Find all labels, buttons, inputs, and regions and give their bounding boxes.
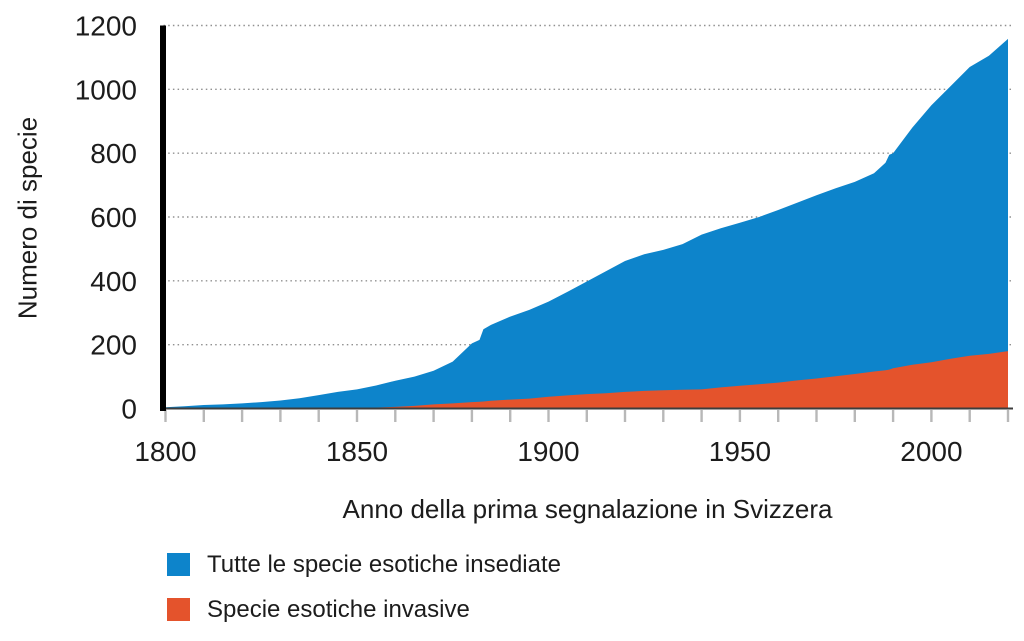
y-tick-label-0: 0 xyxy=(121,394,137,425)
legend-swatch-invasive-icon xyxy=(167,598,190,621)
x-tick-label-1950: 1950 xyxy=(709,436,771,467)
area-invasive xyxy=(165,351,1008,409)
x-tick-label-1850: 1850 xyxy=(326,436,388,467)
x-tick-label-2000: 2000 xyxy=(900,436,962,467)
y-tick-label-600: 600 xyxy=(90,202,137,233)
legend: Tutte le specie esotiche insediate Speci… xyxy=(167,550,561,641)
x-tick-label-1900: 1900 xyxy=(517,436,579,467)
x-tick-label-1800: 1800 xyxy=(134,436,196,467)
y-tick-label-1200: 1200 xyxy=(75,11,137,42)
area-established xyxy=(165,38,1008,409)
legend-item-established: Tutte le specie esotiche insediate xyxy=(167,550,561,578)
y-tick-label-800: 800 xyxy=(90,138,137,169)
y-tick-label-200: 200 xyxy=(90,330,137,361)
legend-label-established: Tutte le specie esotiche insediate xyxy=(207,550,561,578)
y-tick-label-400: 400 xyxy=(90,266,137,297)
legend-item-invasive: Specie esotiche invasive xyxy=(167,595,561,623)
legend-swatch-established-icon xyxy=(167,553,190,576)
x-axis-title: Anno della prima segnalazione in Svizzer… xyxy=(342,494,833,524)
y-tick-label-1000: 1000 xyxy=(75,74,137,105)
legend-label-invasive: Specie esotiche invasive xyxy=(207,595,470,623)
y-axis-bar xyxy=(160,25,166,411)
area-chart: 0 200 400 600 800 1000 1200 1800 1850 1900 1950 200… xyxy=(75,11,1013,467)
